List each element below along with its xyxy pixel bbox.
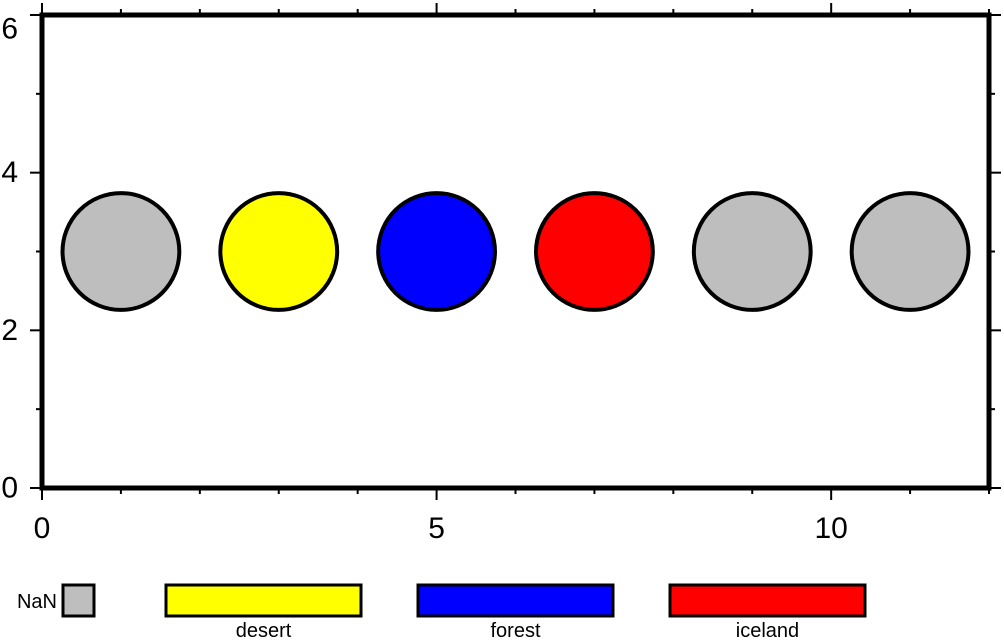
y-tick-label: 0 — [1, 472, 18, 505]
y-tick-label: 4 — [1, 156, 18, 189]
data-point-nan — [849, 191, 971, 312]
legend-label-desert: desert — [236, 620, 292, 640]
legend-nan-swatch — [61, 583, 96, 618]
legend-label-iceland: iceland — [736, 620, 799, 640]
legend: NaN desert forest iceland — [17, 583, 867, 640]
x-tick-label: 0 — [34, 512, 51, 545]
y-tick-label: 2 — [1, 314, 18, 347]
legend-label-forest: forest — [490, 620, 540, 640]
legend-swatch-forest — [416, 583, 615, 618]
legend-nan-label: NaN — [17, 591, 57, 613]
tick-labels: 0 5 10 0 2 4 6 — [1, 13, 848, 546]
data-points — [60, 191, 971, 312]
data-point-iceland — [534, 191, 655, 312]
x-tick-label: 10 — [814, 512, 847, 545]
legend-swatch-iceland — [668, 583, 867, 618]
data-point-forest — [376, 191, 497, 312]
y-tick-label: 6 — [1, 13, 18, 46]
data-point-nan — [691, 191, 813, 312]
plot-frame — [39, 12, 992, 491]
data-point-desert — [218, 191, 340, 312]
x-tick-label: 5 — [428, 512, 445, 545]
legend-swatch-desert — [164, 583, 363, 618]
data-point-nan — [60, 191, 182, 312]
